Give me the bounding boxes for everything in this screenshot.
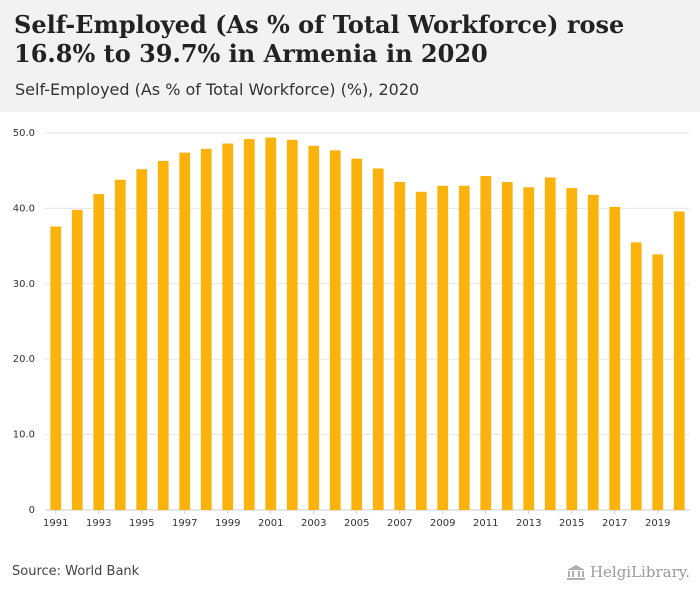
x-tick-label: 2007 (387, 518, 412, 529)
bar-1994[interactable] (114, 179, 126, 511)
x-tick-label: 2017 (602, 518, 627, 529)
y-tick-label: 20.0 (13, 354, 35, 365)
bar-2004[interactable] (329, 150, 341, 511)
bar-2014[interactable] (544, 177, 556, 510)
bar-2007[interactable] (394, 182, 406, 510)
y-tick-label: 50.0 (13, 128, 35, 139)
bar-1996[interactable] (157, 160, 169, 510)
bar-2008[interactable] (415, 191, 427, 510)
bar-2012[interactable] (501, 182, 513, 510)
bar-1999[interactable] (222, 143, 234, 510)
logo-text: HelgiLibrary. (589, 563, 690, 581)
x-tick-label: 2003 (301, 518, 326, 529)
bar-2006[interactable] (372, 168, 384, 511)
bar-1992[interactable] (71, 209, 83, 510)
bar-2005[interactable] (351, 158, 363, 511)
bar-2000[interactable] (243, 139, 255, 511)
x-tick-label: 1995 (129, 518, 154, 529)
bar-2002[interactable] (286, 139, 298, 510)
bar-2018[interactable] (630, 242, 642, 510)
source-note: Source: World Bank (12, 564, 140, 579)
bar-2003[interactable] (308, 145, 320, 510)
x-tick-label: 2009 (430, 518, 455, 529)
helgi-library-logo[interactable]: HelgiLibrary. (566, 561, 690, 583)
bars (50, 137, 685, 511)
y-tick-label: 10.0 (13, 430, 35, 441)
x-tick-label: 2005 (344, 518, 369, 529)
y-tick-label: 30.0 (13, 279, 35, 290)
x-tick-label: 2019 (645, 518, 670, 529)
bar-2011[interactable] (480, 175, 492, 510)
bar-2017[interactable] (609, 206, 621, 510)
bar-2020[interactable] (673, 211, 685, 510)
bar-2009[interactable] (437, 185, 449, 510)
bar-1993[interactable] (93, 194, 105, 510)
x-tick-label: 2013 (516, 518, 541, 529)
x-tick-label: 1991 (43, 518, 68, 529)
header-banner (0, 0, 700, 112)
x-tick-label: 2001 (258, 518, 283, 529)
bar-chart: 010.020.030.040.050.0 1991 1993 1995 1997 19… (13, 128, 690, 529)
library-building-icon (566, 565, 585, 580)
grid-lines (45, 132, 690, 511)
page-title: Self-Employed (As % of Total Workforce) … (14, 10, 625, 68)
x-tick-label: 2015 (559, 518, 584, 529)
bar-1991[interactable] (50, 226, 62, 510)
chart-subtitle: Self-Employed (As % of Total Workforce) … (15, 80, 420, 99)
bar-1995[interactable] (136, 169, 148, 510)
x-tick-label: 1997 (172, 518, 197, 529)
x-tick-label: 2011 (473, 518, 498, 529)
bar-2010[interactable] (458, 185, 470, 510)
bar-1998[interactable] (200, 148, 212, 511)
bar-2016[interactable] (587, 194, 599, 510)
y-axis-ticks: 0 10.0 20.0 30.0 40.0 50.0 (13, 128, 35, 516)
bar-2013[interactable] (523, 187, 535, 510)
bar-1997[interactable] (179, 152, 191, 510)
x-axis-ticks: 1991 1993 1995 1997 1999 2001 2003 2005 2007 2009… (43, 510, 670, 529)
y-tick-label: 0 (29, 505, 35, 516)
bar-2019[interactable] (652, 254, 664, 510)
y-tick-label: 40.0 (13, 203, 35, 214)
x-tick-label: 1999 (215, 518, 240, 529)
bar-2001[interactable] (265, 137, 277, 511)
bar-2015[interactable] (566, 188, 578, 510)
x-tick-label: 1993 (86, 518, 111, 529)
